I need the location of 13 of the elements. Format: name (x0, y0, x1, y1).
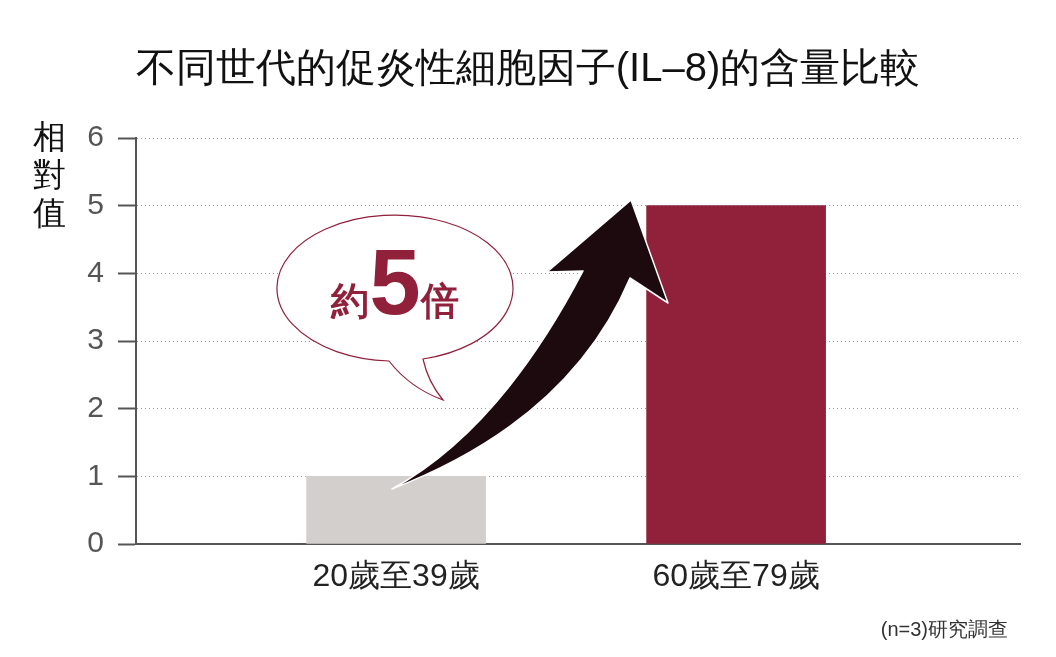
x-tick-label: 20歲至39歲 (312, 557, 480, 594)
chart-title: 不同世代的促炎性細胞因子(IL–8)的含量比較 (134, 44, 922, 91)
y-tick-label: 1 (87, 457, 104, 491)
y-tick-label: 0 (87, 525, 104, 559)
y-axis-title: 相對值 (31, 118, 67, 232)
y-tick-label: 3 (87, 322, 104, 356)
y-tick-label: 4 (87, 254, 104, 288)
x-tick-label: 60歲至79歲 (652, 557, 820, 594)
text: (n=3)研究調查 (880, 617, 1008, 642)
annotation: 約5倍 (331, 231, 459, 333)
y-tick-label: 5 (87, 186, 104, 220)
y-tick-label: 2 (87, 389, 104, 423)
y-tick-label: 6 (87, 119, 104, 153)
